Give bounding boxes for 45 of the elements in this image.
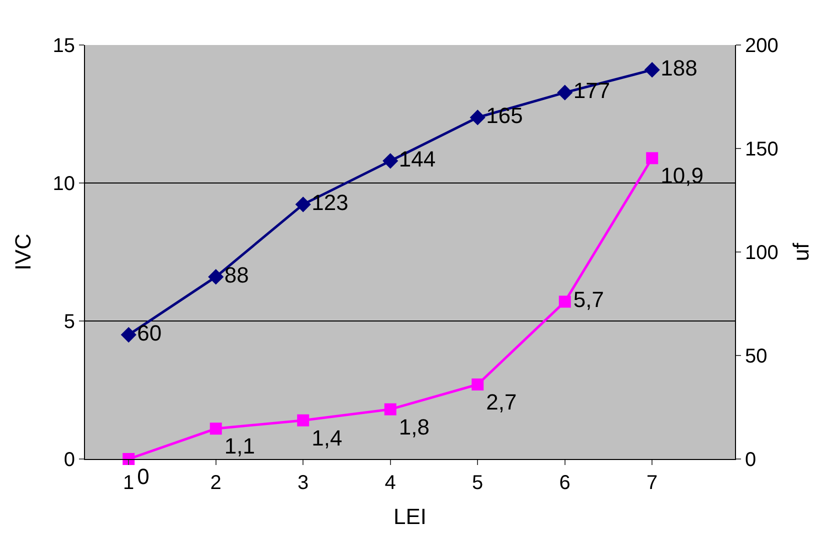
- data-label: 60: [137, 320, 162, 346]
- y2-tick-label: 100: [745, 242, 778, 264]
- x-tick-label: 4: [384, 472, 396, 494]
- y2-tick-label: 50: [745, 346, 768, 368]
- point: [120, 327, 136, 343]
- y-tick-label: 0: [64, 449, 75, 471]
- y2-tick-label: 0: [745, 449, 756, 471]
- y-tick-label: 10: [52, 173, 75, 195]
- data-label: 1,1: [224, 434, 255, 459]
- x-tick-label: 7: [646, 472, 658, 494]
- x-axis-title: LEI: [393, 504, 427, 529]
- x-tick-label: 1: [123, 472, 134, 494]
- y-tick-label: 5: [64, 311, 75, 333]
- x-tick-label: 5: [472, 472, 484, 494]
- point: [470, 110, 486, 126]
- y2-tick-label: 150: [745, 138, 778, 160]
- y2-tick-label: 200: [745, 35, 778, 57]
- data-label: 165: [486, 102, 523, 128]
- y2-axis-title: uf: [788, 242, 814, 262]
- data-label: 144: [398, 146, 436, 172]
- point: [210, 422, 222, 435]
- data-label: 1,8: [398, 414, 430, 440]
- point: [208, 269, 224, 285]
- point: [297, 414, 310, 426]
- point: [472, 378, 484, 390]
- data-label: 177: [573, 78, 610, 104]
- point: [295, 196, 311, 212]
- point: [646, 152, 658, 164]
- data-label: 0: [137, 464, 150, 489]
- x-tick-label: 6: [559, 472, 570, 494]
- data-label: 2,7: [486, 389, 517, 414]
- data-label: 123: [312, 190, 348, 215]
- y-axis-title: IVC: [10, 234, 36, 270]
- point: [558, 296, 571, 308]
- point: [557, 84, 573, 100]
- data-label: 5,7: [573, 287, 604, 312]
- x-tick-label: 2: [210, 472, 222, 494]
- y-tick-label: 15: [52, 35, 75, 57]
- x-tick-label: 3: [298, 472, 309, 494]
- point: [644, 62, 660, 78]
- data-label: 1,4: [312, 425, 342, 450]
- data-label: 188: [660, 55, 698, 80]
- point: [382, 153, 398, 169]
- point: [384, 403, 396, 416]
- data-label: 88: [224, 262, 249, 288]
